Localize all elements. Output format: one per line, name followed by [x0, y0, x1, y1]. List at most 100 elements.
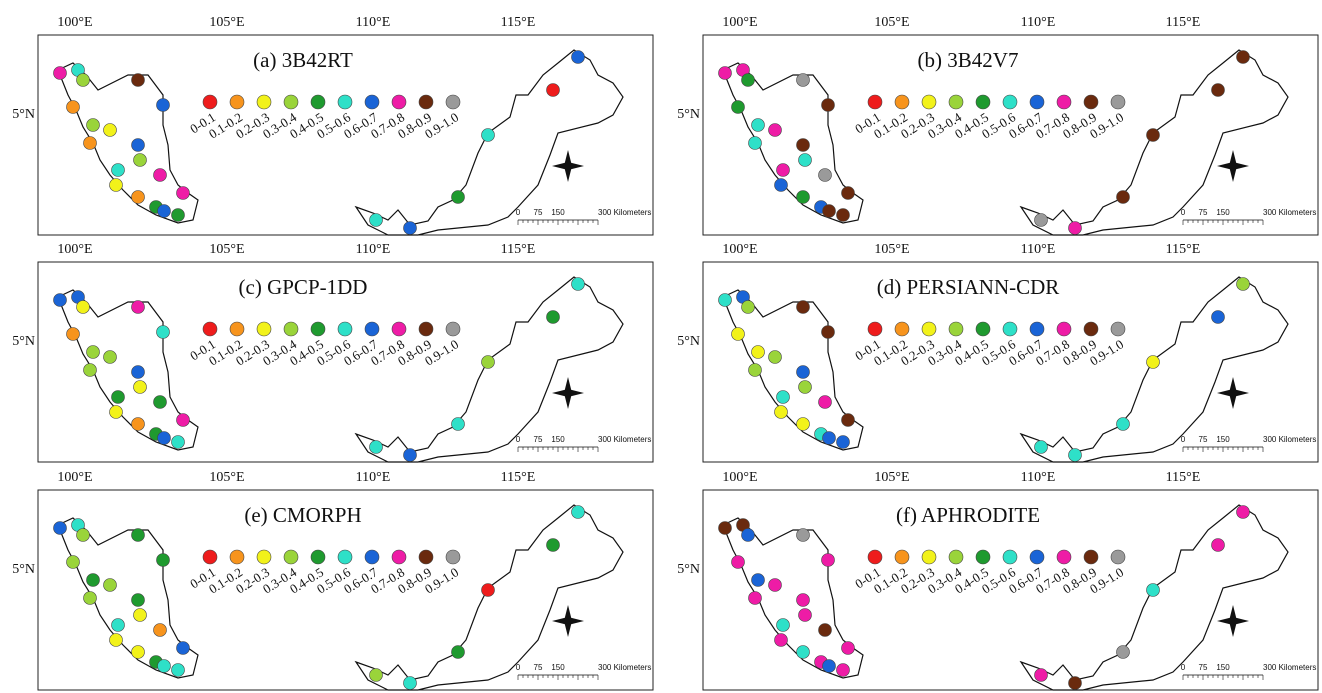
scale-label: 0	[1181, 435, 1186, 444]
station	[133, 380, 147, 394]
station	[546, 83, 560, 97]
lon-label: 115°E	[1166, 242, 1201, 257]
station	[748, 363, 762, 377]
legend-swatch	[283, 94, 299, 110]
station	[741, 300, 755, 314]
lon-label: 105°E	[874, 15, 909, 30]
station	[86, 118, 100, 132]
borneo-outline	[1019, 504, 1289, 691]
panel: 100°E 105°E 110°E 115°E5°N(c) GPCP-1DD0-0.1…	[12, 242, 654, 463]
lon-label: 105°E	[209, 242, 244, 257]
legend-swatch	[867, 94, 883, 110]
scale-label: 150	[551, 208, 565, 217]
borneo-outline	[354, 504, 624, 691]
station	[156, 553, 170, 567]
station	[103, 578, 117, 592]
borneo-outline	[354, 276, 624, 463]
station	[131, 593, 145, 607]
legend-swatch	[310, 94, 326, 110]
station	[53, 293, 67, 307]
lon-label: 100°E	[57, 15, 92, 30]
station	[131, 300, 145, 314]
station	[103, 123, 117, 137]
panel-title: (a) 3B42RT	[253, 48, 353, 72]
panel-title: (d) PERSIANN-CDR	[877, 275, 1060, 299]
legend-swatch	[948, 549, 964, 565]
legend-swatch	[310, 321, 326, 337]
station	[131, 645, 145, 659]
station	[157, 204, 171, 218]
station	[109, 633, 123, 647]
lon-label: 100°E	[722, 242, 757, 257]
station	[171, 663, 185, 677]
station	[133, 153, 147, 167]
scale-label: 0	[1181, 663, 1186, 672]
station	[103, 350, 117, 364]
station	[821, 325, 835, 339]
scale-label: 300 Kilometers	[1263, 208, 1316, 217]
station	[796, 300, 810, 314]
panel-title: (f) APHRODITE	[896, 503, 1040, 527]
station	[1236, 277, 1250, 291]
scale-label: 75	[534, 663, 543, 672]
station	[481, 128, 495, 142]
station	[133, 608, 147, 622]
station	[741, 73, 755, 87]
lon-label: 110°E	[1021, 15, 1056, 30]
legend-swatch	[894, 94, 910, 110]
lon-label: 115°E	[1166, 15, 1201, 30]
legend-swatch	[1029, 94, 1045, 110]
legend-swatch	[337, 94, 353, 110]
legend-swatch	[391, 321, 407, 337]
legend-swatch	[337, 549, 353, 565]
panel-title: (c) GPCP-1DD	[239, 275, 368, 299]
station	[76, 73, 90, 87]
station	[157, 659, 171, 673]
legend-swatch	[364, 94, 380, 110]
station	[751, 118, 765, 132]
legend-swatch	[948, 321, 964, 337]
legend-swatch	[445, 549, 461, 565]
station	[131, 528, 145, 542]
legend-swatch	[391, 94, 407, 110]
peninsula-outline	[57, 517, 199, 679]
scale-label: 75	[534, 208, 543, 217]
station	[822, 659, 836, 673]
north-arrow	[1217, 377, 1249, 409]
station	[109, 405, 123, 419]
lat-label: 5°N	[677, 107, 700, 122]
north-arrow	[1217, 150, 1249, 182]
station	[571, 277, 585, 291]
scale-label: 0	[516, 663, 521, 672]
station	[153, 395, 167, 409]
borneo-outline	[354, 49, 624, 236]
station	[1146, 128, 1160, 142]
legend-swatch	[445, 94, 461, 110]
legend-swatch	[1110, 549, 1126, 565]
station	[718, 66, 732, 80]
legend-swatch	[229, 321, 245, 337]
station	[66, 100, 80, 114]
lon-label: 110°E	[1021, 242, 1056, 257]
station	[111, 163, 125, 177]
legend-swatch	[1110, 94, 1126, 110]
panel-frame	[37, 34, 654, 236]
legend-swatch	[202, 549, 218, 565]
station	[822, 431, 836, 445]
scale-label: 75	[534, 435, 543, 444]
legend-swatch	[975, 549, 991, 565]
station	[1034, 213, 1048, 227]
legend-swatch	[1056, 321, 1072, 337]
lon-label: 100°E	[722, 15, 757, 30]
station	[481, 583, 495, 597]
station	[176, 186, 190, 200]
station	[718, 293, 732, 307]
station	[156, 98, 170, 112]
lat-label: 5°N	[12, 334, 35, 349]
scale-label: 150	[551, 663, 565, 672]
station	[836, 208, 850, 222]
lon-label: 100°E	[57, 470, 92, 485]
legend-swatch	[1029, 549, 1045, 565]
lon-label: 110°E	[1021, 470, 1056, 485]
